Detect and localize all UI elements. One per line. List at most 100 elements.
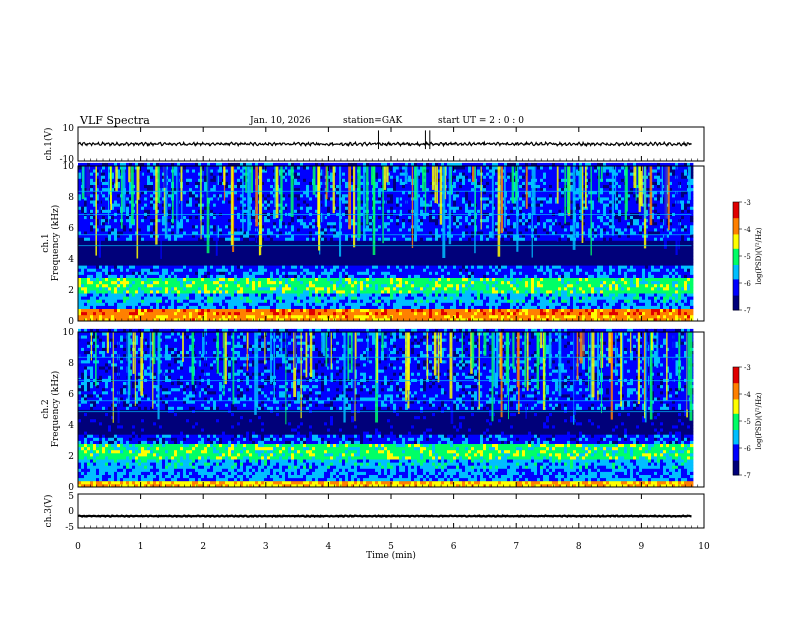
ch1-spectrogram-cell <box>123 309 126 313</box>
ch1-spectrogram-cell <box>348 306 351 310</box>
ch1-spectrogram-cell <box>177 309 180 313</box>
ch1-spectrogram-cell <box>348 299 351 303</box>
ch1-spectrogram-cell <box>219 284 222 288</box>
ch1-spectrogram-cell <box>225 185 228 189</box>
ch1-spectrogram-cell <box>147 290 150 294</box>
ch1-spectrogram-cell <box>195 275 198 279</box>
ch1-spectrogram-cell <box>93 312 96 316</box>
ch1-spectrogram-cell <box>363 312 366 316</box>
ch1-spectrogram-cell <box>141 309 144 313</box>
ch1-spectrogram-cell <box>150 306 153 310</box>
ch1-spectrogram-cell <box>138 240 141 244</box>
ch1-spectrogram-cell <box>267 253 270 256</box>
ch1-spectrogram-cell <box>219 309 222 313</box>
ch1-spectrogram-cell <box>219 262 222 266</box>
ch1-spectrogram-cell <box>315 302 318 306</box>
ch1-spectrogram-cell <box>126 302 129 306</box>
ch1-spectrogram-cell <box>294 169 297 173</box>
ch1-spectrogram-cell <box>312 228 315 232</box>
ch1-spectrogram-cell <box>279 231 282 235</box>
ch1-spectrogram-cell <box>210 296 213 300</box>
ch1-waveform-panel: 10 -10 ch.1(V) <box>43 124 704 165</box>
ch1-spectrogram-cell <box>321 228 324 232</box>
ch1-spectrogram-cell <box>84 250 87 254</box>
ch1-spectrogram-cell <box>147 293 150 297</box>
ch1-spectrogram-cell <box>213 309 216 313</box>
ch1-spectrogram-cell <box>189 275 192 279</box>
ch1-spectrogram-cell <box>153 302 156 306</box>
ch1-spectrogram-cell <box>231 315 234 319</box>
ch1-spectrogram-cell <box>225 275 228 279</box>
ch1-spectrogram-cell <box>342 315 345 319</box>
ch1-spectrogram-cell <box>195 175 198 179</box>
ch1-spectrogram-cell <box>93 302 96 306</box>
ch1-spectrogram-cell <box>84 231 87 235</box>
ch1-spectrogram-cell <box>246 268 249 272</box>
ch1-spectrogram-cell <box>351 315 354 319</box>
ch1-spectrogram-cell <box>165 306 168 310</box>
ch1-spectrogram-cell <box>297 222 300 226</box>
ch1-spectrogram-cell <box>204 284 207 288</box>
ch1-spectrogram-cell <box>354 256 357 260</box>
ch1-spectrogram-cell <box>186 231 189 235</box>
ch1-spectrogram-cell <box>276 293 279 297</box>
ch1-spectrogram-cell <box>294 253 297 256</box>
ch1-spectrogram-cell <box>96 268 99 272</box>
ch1-spectrogram-cell <box>135 271 138 275</box>
ch1-spectrogram-cell <box>360 271 363 275</box>
ch1-spectrogram-cell <box>78 182 81 186</box>
ch1-spectrogram-cell <box>150 296 153 300</box>
ch1-spectrogram-cell <box>249 302 252 306</box>
ch1-spectrogram-cell <box>273 315 276 319</box>
ch1-spectrogram-cell <box>324 253 327 256</box>
ch1-spectrogram-cell <box>138 228 141 232</box>
ch1-spectrogram-cell <box>282 306 285 310</box>
ch1-spectrogram-cell <box>210 188 213 192</box>
ch1-spectrogram-cell <box>189 247 192 251</box>
ch1-spectrogram-cell <box>270 197 273 201</box>
ch1-spectrogram-cell <box>195 200 198 204</box>
ch1-spectrogram-cell <box>294 315 297 319</box>
ch1-spectrogram-cell <box>207 290 210 294</box>
ch1-spectrogram-cell <box>156 312 159 316</box>
ch1-spectrogram-cell <box>186 188 189 192</box>
ch1-spectrogram-cell <box>369 302 372 306</box>
ch1-spectrogram-cell <box>300 222 303 226</box>
ch1-spectrogram-cell <box>81 287 84 291</box>
ch1-spectrogram-cell <box>303 225 306 229</box>
ch1-spectrogram-cell <box>267 259 270 263</box>
ch1-spectrogram-cell <box>279 312 282 316</box>
ch1-spectrogram-cell <box>261 275 264 279</box>
ch1-spectrogram-cell <box>168 259 171 263</box>
start-ut-label: start UT = 2 : 0 : 0 <box>438 116 524 126</box>
ch1-spectrogram-cell <box>225 240 228 244</box>
ch1-spectrogram-cell <box>354 265 357 269</box>
ch1-spectrogram-cell <box>357 253 360 256</box>
ch1-spectrogram-cell <box>306 197 309 201</box>
ch1-spectrogram-cell <box>354 268 357 272</box>
ch1-spectrogram-cell <box>363 284 366 288</box>
ch1-spectrogram-cell <box>321 275 324 279</box>
ch1-spectrogram-cell <box>78 194 81 198</box>
ch1-spectrogram-cell <box>339 278 342 282</box>
ch1-spectrogram-cell <box>267 225 270 229</box>
ch1-spectrogram-cell <box>207 315 210 319</box>
ch1-spectrogram-cell <box>123 287 126 291</box>
ch1-spectrogram-cell <box>312 296 315 300</box>
ch1-spectrogram-cell <box>129 231 132 235</box>
ch1-spectrogram-cell <box>219 231 222 235</box>
ch1-spectrogram-cell <box>222 222 225 226</box>
ch1-spectrogram-cell <box>192 271 195 275</box>
ch1-spectrogram-cell <box>285 256 288 260</box>
ch1-spectrogram-cell <box>129 262 132 266</box>
ch1-spectrogram-cell <box>90 271 93 275</box>
ch1-spectrogram-cell <box>189 278 192 282</box>
ch1-spectrogram-cell <box>111 315 114 319</box>
ch1-spectrogram-cell <box>180 256 183 260</box>
ch1-spectrogram-cell <box>165 247 168 251</box>
ch1-spectrogram-cell <box>114 200 117 204</box>
ch1-spectrogram-cell <box>360 309 363 313</box>
ch1-spectrogram-cell <box>210 200 213 204</box>
ch1-spectrogram-cell <box>363 290 366 294</box>
ch1-spectrogram-cell <box>237 231 240 235</box>
